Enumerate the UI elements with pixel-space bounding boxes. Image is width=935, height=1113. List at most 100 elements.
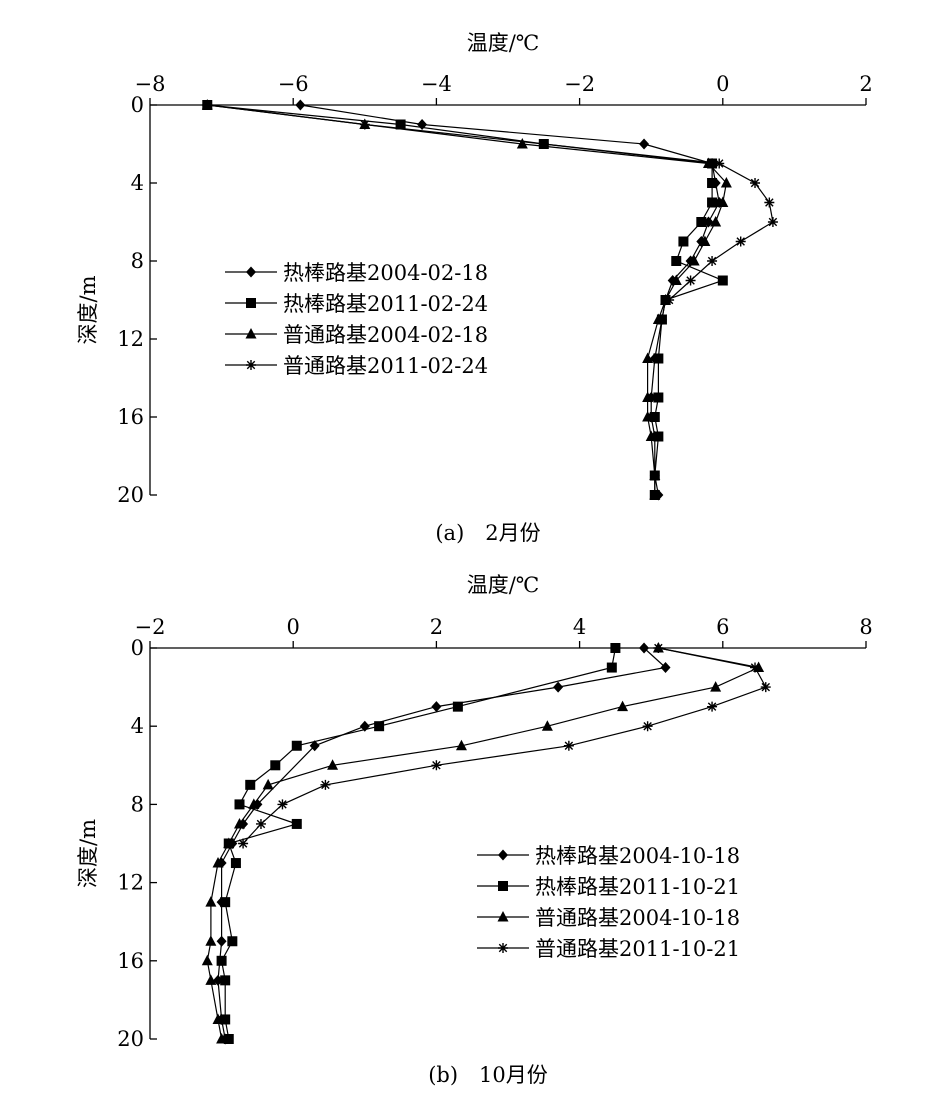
- legend: 热棒路基2004-10-18 热棒路基2011-10-21 普通路基2004-10-…: [477, 844, 740, 961]
- data-point: [216, 1033, 228, 1044]
- y-axis-title: 深度/m: [76, 819, 100, 888]
- data-point: [707, 178, 718, 188]
- data-point: [642, 391, 654, 402]
- data-point: [205, 896, 217, 907]
- series-4: [238, 643, 771, 849]
- data-point: [295, 99, 306, 111]
- legend-marker: [245, 328, 257, 339]
- legend-label: 热棒路基2011-10-21: [535, 875, 740, 899]
- data-point: [291, 818, 302, 829]
- data-point: [664, 295, 675, 305]
- data-point: [720, 177, 732, 188]
- data-point: [642, 411, 654, 422]
- data-point: [653, 353, 664, 364]
- data-point: [699, 235, 711, 246]
- data-point: [670, 274, 682, 285]
- data-point: [541, 720, 553, 731]
- x-tick-label: 4: [573, 615, 586, 639]
- data-point: [309, 740, 320, 752]
- data-point: [653, 392, 664, 403]
- y-tick-label: 16: [117, 405, 144, 429]
- legend-marker: [497, 911, 509, 922]
- data-point: [610, 643, 621, 653]
- x-axis-title: 温度/℃: [467, 31, 540, 55]
- chart-panel-a: −8 −6 −4 −2 0 2048121620温度/℃深度/m热棒路基2004-02-1…: [76, 31, 873, 545]
- data-point: [656, 314, 667, 325]
- data-point: [216, 935, 227, 947]
- data-point: [688, 255, 700, 266]
- data-point: [760, 682, 771, 693]
- data-point: [707, 701, 718, 712]
- y-tick-label: 4: [131, 171, 144, 195]
- data-point: [248, 798, 260, 809]
- data-point: [234, 799, 245, 810]
- data-point: [227, 936, 238, 947]
- y-tick-label: 20: [117, 483, 144, 507]
- legend-label: 普通路基2004-10-18: [535, 906, 740, 930]
- legend-label: 普通路基2004-02-18: [283, 323, 488, 347]
- data-point: [320, 779, 331, 790]
- legend-label: 普通路基2011-02-24: [283, 354, 488, 378]
- x-tick-label: 6: [716, 615, 729, 639]
- data-point: [767, 217, 778, 227]
- data-point: [696, 217, 707, 227]
- data-point: [653, 431, 664, 442]
- data-point: [642, 721, 653, 732]
- data-point: [452, 701, 463, 712]
- data-point: [220, 897, 231, 908]
- y-tick-label: 12: [117, 327, 144, 351]
- data-point: [660, 294, 672, 305]
- data-point: [216, 955, 227, 966]
- data-point: [750, 662, 761, 673]
- data-point: [359, 119, 370, 130]
- legend: 热棒路基2004-02-18 热棒路基2011-02-24 普通路基2004-02-…: [225, 261, 488, 378]
- data-point: [652, 313, 664, 324]
- data-point: [553, 681, 564, 693]
- data-point: [238, 838, 249, 849]
- data-point: [735, 236, 746, 247]
- data-point: [714, 158, 725, 169]
- data-point: [223, 837, 235, 848]
- data-point: [202, 100, 213, 110]
- x-tick-label: 2: [430, 615, 443, 639]
- x-tick-label: 8: [859, 615, 872, 639]
- data-point: [563, 740, 574, 751]
- y-tick-label: 16: [117, 949, 144, 973]
- data-point: [277, 799, 288, 810]
- x-tick-label: 2: [859, 72, 872, 96]
- legend-marker: [498, 943, 508, 953]
- series-4: [202, 100, 778, 305]
- data-point: [431, 701, 442, 713]
- data-point: [234, 817, 245, 829]
- x-tick-label: −6: [278, 72, 309, 96]
- data-point: [710, 216, 722, 227]
- y-tick-label: 20: [117, 1027, 144, 1051]
- legend-marker: [246, 266, 256, 278]
- data-point: [707, 197, 718, 208]
- data-point: [212, 1013, 224, 1024]
- data-point: [223, 1034, 234, 1044]
- legend-label: 热棒路基2004-02-18: [283, 261, 488, 285]
- data-point: [649, 412, 660, 422]
- data-point: [710, 681, 722, 692]
- legend-marker: [498, 849, 508, 861]
- data-point: [717, 275, 728, 286]
- data-point: [516, 138, 528, 149]
- legend-label: 热棒路基2011-02-24: [283, 292, 488, 316]
- x-tick-label: −8: [135, 72, 166, 96]
- data-point: [649, 489, 661, 500]
- data-point: [230, 858, 241, 869]
- legend-marker: [246, 360, 256, 370]
- data-point: [255, 818, 266, 829]
- data-point: [245, 779, 256, 790]
- panel-caption: (a) 2月份: [435, 521, 540, 545]
- data-point: [455, 739, 467, 751]
- legend-label: 普通路基2011-10-21: [535, 937, 740, 961]
- data-point: [750, 178, 761, 188]
- data-point: [201, 954, 213, 966]
- data-point: [653, 643, 664, 653]
- data-point: [212, 857, 224, 868]
- data-point: [642, 352, 654, 363]
- data-point: [205, 974, 217, 985]
